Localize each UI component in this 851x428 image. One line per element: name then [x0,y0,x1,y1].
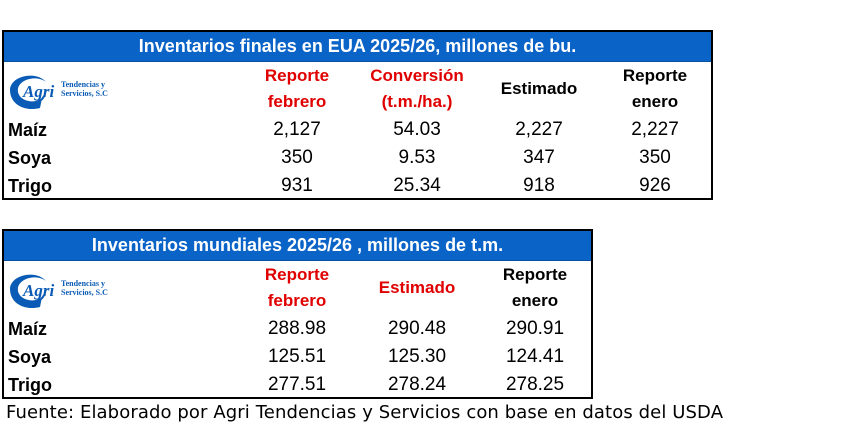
table-row: Maíz 2,127 54.03 2,227 2,227 [4,116,711,144]
header-line: Reporte [264,66,330,85]
row-label: Maíz [8,120,48,140]
header-line: Reporte [622,66,688,85]
cell: 25.34 [393,175,441,196]
row-label: Trigo [8,375,52,395]
cell: 347 [523,147,555,168]
table-row: Trigo 277.51 278.24 278.25 [4,371,591,399]
world-col-header-feb: Reporte febrero [238,261,356,315]
cell: 2,227 [515,119,563,140]
table-row: Maíz 288.98 290.48 290.91 [4,315,591,343]
us-col-header-jan: Reporte enero [596,62,714,116]
cell: 2,127 [273,119,321,140]
source-footnote: Fuente: Elaborado por Agri Tendencias y … [6,402,724,423]
cell: 125.30 [387,346,447,367]
table-row: Soya 350 9.53 347 350 [4,144,711,172]
us-table-header: Agri Tendencias y Servicios, S.C Reporte… [4,62,711,116]
logo-line1: Tendencias y [61,80,105,89]
header-line: Estimado [500,79,578,98]
header-line: Reporte [502,265,568,284]
cell: 926 [639,175,671,196]
cell: 350 [281,147,313,168]
cell: 918 [523,175,555,196]
cell: 931 [281,175,313,196]
logo-line2: Servicios, S.C [61,89,108,98]
logo-mark: Agri [22,281,54,300]
us-col-header-conversion: Conversión (t.m./ha.) [356,62,478,116]
cell: 290.48 [387,318,447,339]
world-inventory-table: Inventarios mundiales 2025/26 , millones… [2,229,593,399]
header-line: febrero [267,291,327,310]
cell: 278.25 [505,374,565,395]
header-line: Conversión [370,66,464,85]
header-line: enero [511,291,559,310]
logo-mark: Agri [22,82,54,101]
us-col-header-feb: Reporte febrero [238,62,356,116]
header-line: Reporte [264,265,330,284]
cell: 125.51 [267,346,327,367]
header-line: enero [631,92,679,111]
cell: 278.24 [387,374,447,395]
world-table-title: Inventarios mundiales 2025/26 , millones… [4,231,591,261]
logo-line1: Tendencias y [61,279,105,288]
row-label: Trigo [8,176,52,196]
cell: 277.51 [267,374,327,395]
cell: 288.98 [267,318,327,339]
us-col-header-estimado: Estimado [478,62,600,116]
header-line: febrero [267,92,327,111]
us-table-title: Inventarios finales en EUA 2025/26, mill… [4,32,711,62]
cell: 124.41 [505,346,565,367]
row-label: Soya [8,148,52,168]
cell: 290.91 [505,318,565,339]
cell: 350 [639,147,671,168]
row-label: Soya [8,347,52,367]
cell: 2,227 [631,119,679,140]
world-table-header: Agri Tendencias y Servicios, S.C Reporte… [4,261,591,315]
agri-logo-icon: Agri Tendencias y Servicios, S.C [10,274,108,309]
us-inventory-table: Inventarios finales en EUA 2025/26, mill… [2,30,713,200]
table-row: Soya 125.51 125.30 124.41 [4,343,591,371]
logo-line2: Servicios, S.C [61,288,108,297]
cell: 54.03 [393,119,441,140]
agri-logo-icon: Agri Tendencias y Servicios, S.C [10,75,108,110]
row-label: Maíz [8,319,48,339]
header-line: Estimado [378,278,456,297]
world-col-header-estimado: Estimado [356,261,478,315]
header-line: (t.m./ha.) [381,92,453,111]
world-col-header-jan: Reporte enero [476,261,594,315]
table-row: Trigo 931 25.34 918 926 [4,172,711,200]
cell: 9.53 [398,147,436,168]
